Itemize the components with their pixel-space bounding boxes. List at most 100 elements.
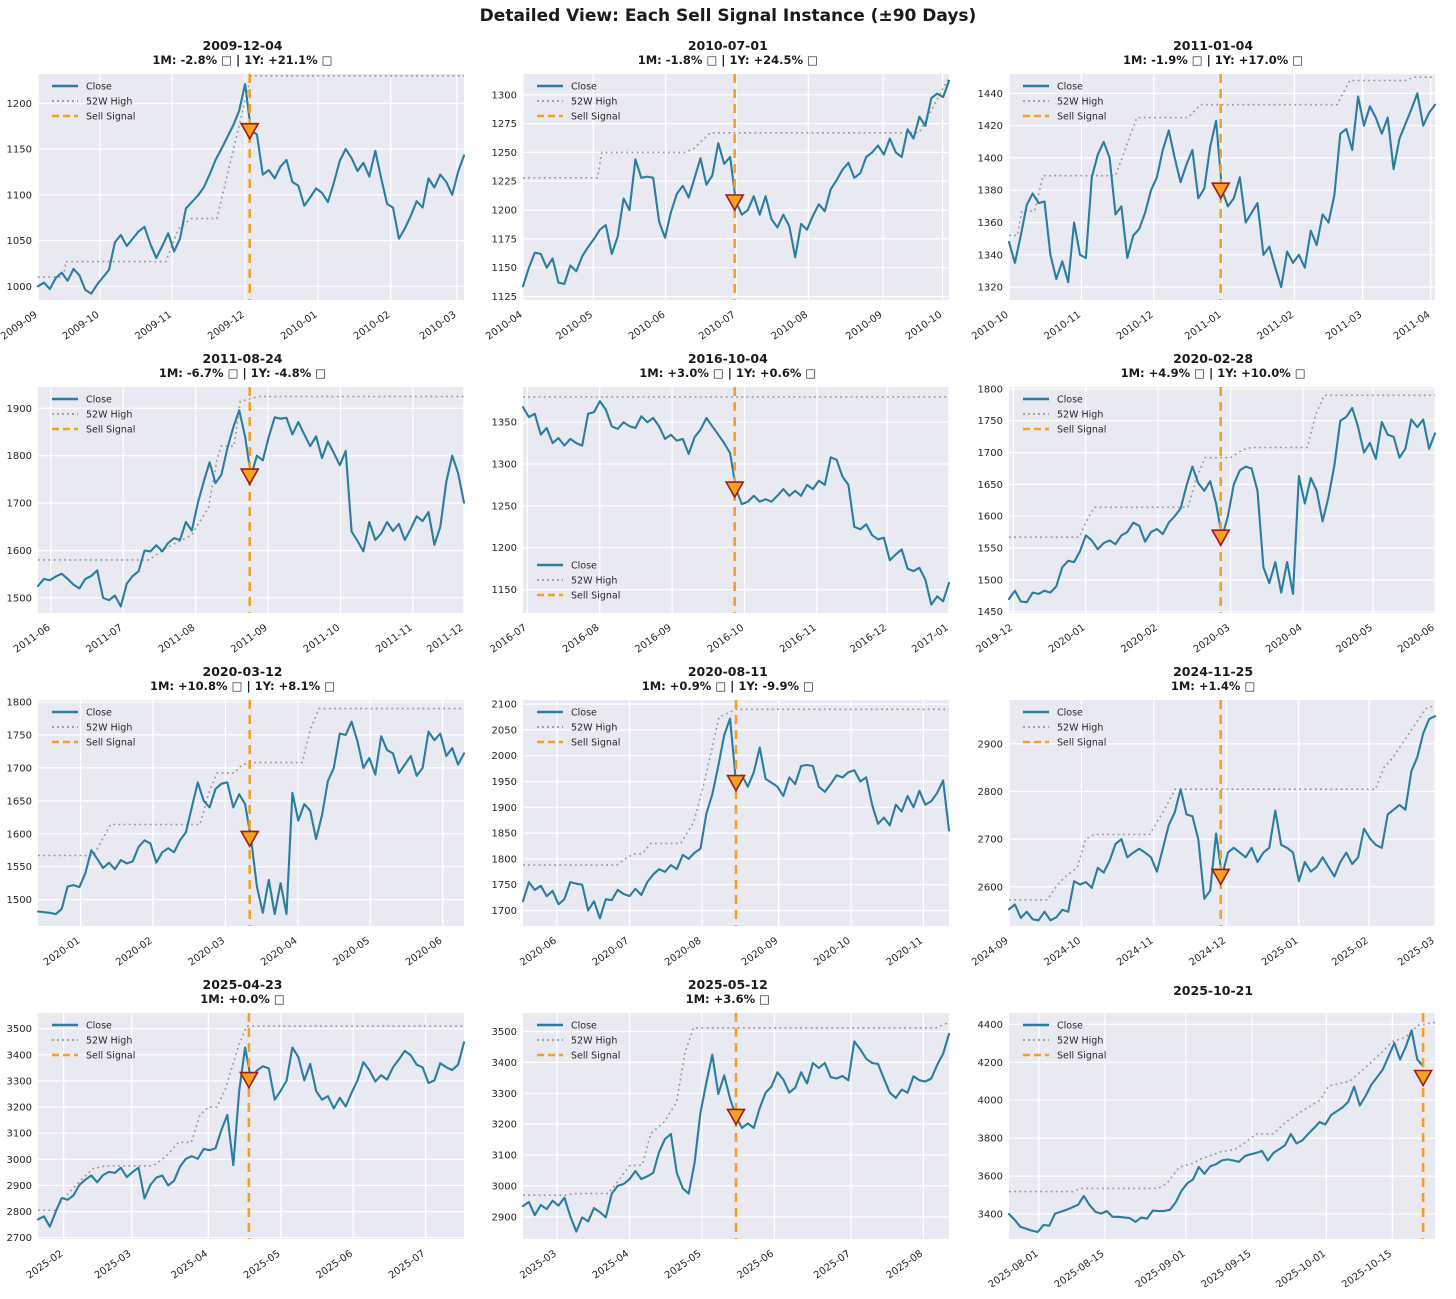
subplot-header: 2020-03-12 1M: +10.8% □ | 1Y: +8.1% □ (0, 662, 485, 696)
svg-text:Close: Close (571, 82, 597, 93)
high-line (38, 395, 464, 561)
sell-marker-icon (1412, 1069, 1433, 1088)
svg-text:3000: 3000 (7, 1155, 32, 1166)
gridlines (38, 1013, 464, 1239)
x-axis-ticks: 2025-08-01 2025-08-15 2025-09-01 2025-09-15… (986, 1248, 1394, 1287)
subplot-subtitle: 1M: -2.8% □ | 1Y: +21.1% □ (152, 53, 333, 68)
plot-area (38, 1013, 464, 1239)
svg-text:52W High: 52W High (1057, 410, 1103, 421)
subplot-subtitle: 1M: +1.4% □ (1170, 679, 1256, 694)
svg-text:1700: 1700 (492, 906, 517, 917)
svg-text:2011-08: 2011-08 (157, 622, 198, 655)
svg-text:2025-02: 2025-02 (1330, 935, 1371, 968)
svg-text:2010-02: 2010-02 (352, 309, 393, 342)
svg-text:2011-02: 2011-02 (1255, 309, 1296, 342)
svg-text:2011-01: 2011-01 (1183, 309, 1224, 342)
svg-text:2009-12: 2009-12 (206, 309, 247, 342)
sell-marker-icon (1210, 868, 1231, 887)
legend-close: Close (52, 708, 112, 719)
svg-text:1250: 1250 (492, 148, 517, 159)
svg-text:2010-01: 2010-01 (279, 309, 320, 342)
svg-text:1175: 1175 (492, 234, 517, 245)
subplot-panel-2016-10-04: 2016-10-04 1M: +3.0% □ | 1Y: +0.6% □ 1150 1… (485, 349, 970, 661)
subplot-header: 2024-11-25 1M: +1.4% □ (971, 662, 1456, 696)
sell-marker-icon (239, 122, 260, 141)
svg-text:2024-09: 2024-09 (971, 935, 1011, 968)
svg-text:2009-10: 2009-10 (61, 309, 102, 342)
svg-text:1700: 1700 (977, 448, 1002, 459)
legend: Close 52W High Sell Signal (1022, 708, 1106, 749)
svg-text:3200: 3200 (7, 1103, 32, 1114)
svg-text:1440: 1440 (977, 89, 1002, 100)
svg-text:1750: 1750 (7, 730, 32, 741)
svg-text:1300: 1300 (492, 460, 517, 471)
svg-text:52W High: 52W High (86, 1036, 132, 1047)
svg-text:2010-05: 2010-05 (555, 309, 596, 342)
svg-text:Sell Signal: Sell Signal (571, 1051, 620, 1062)
svg-text:1600: 1600 (7, 829, 32, 840)
legend-sell-signal: Sell Signal (1022, 1051, 1106, 1062)
subplot-title: 2025-10-21 (1173, 982, 1254, 998)
subplot-panel-2011-08-24: 2011-08-24 1M: -6.7% □ | 1Y: -4.8% □ 1500 1… (0, 349, 485, 661)
legend-sell-signal: Sell Signal (52, 425, 135, 436)
subplot-header: 2020-02-28 1M: +4.9% □ | 1Y: +10.0% □ (971, 349, 1456, 383)
subplot-title: 2024-11-25 (1173, 663, 1254, 679)
y-axis-ticks: 1500 1600 1700 1800 1900 (7, 404, 32, 605)
svg-text:1200: 1200 (492, 206, 517, 217)
svg-text:Close: Close (1057, 82, 1083, 93)
svg-text:2700: 2700 (977, 835, 1002, 846)
svg-text:2011-09: 2011-09 (229, 622, 270, 655)
legend-52w-high: 52W High (1022, 723, 1103, 734)
svg-text:2019-12: 2019-12 (974, 622, 1015, 655)
svg-text:1050: 1050 (7, 236, 32, 247)
svg-text:Sell Signal: Sell Signal (571, 591, 620, 602)
svg-text:2050: 2050 (492, 725, 517, 736)
svg-text:52W High: 52W High (86, 410, 132, 421)
legend-sell-signal: Sell Signal (1022, 738, 1106, 749)
legend-close: Close (1022, 1021, 1083, 1032)
svg-text:2010-10: 2010-10 (904, 309, 945, 342)
y-axis-ticks: 2700 2800 2900 3000 3100 3200 3300 3400 3500 (7, 1024, 32, 1244)
svg-text:2016-11: 2016-11 (778, 622, 819, 655)
sell-marker-icon (239, 830, 260, 849)
y-axis-ticks: 1700 1750 1800 1850 1900 1950 2000 2050 2100 (492, 700, 517, 917)
svg-text:1550: 1550 (7, 862, 32, 873)
subplot-subtitle: 1M: +3.6% □ (685, 992, 771, 1007)
svg-text:Close: Close (86, 1021, 112, 1032)
svg-text:2020-10: 2020-10 (812, 935, 853, 968)
svg-text:2011-04: 2011-04 (1391, 309, 1432, 342)
svg-text:2020-05: 2020-05 (331, 935, 372, 968)
legend-close: Close (537, 82, 597, 93)
svg-text:2025-01: 2025-01 (1259, 935, 1300, 968)
svg-text:52W High: 52W High (1057, 1036, 1103, 1047)
svg-text:2009-11: 2009-11 (133, 309, 174, 342)
svg-text:2700: 2700 (7, 1233, 32, 1244)
x-axis-ticks: 2020-01 2020-02 2020-03 2020-04 2020-05 2020-… (42, 935, 445, 968)
svg-text:1950: 1950 (492, 777, 517, 788)
svg-text:Sell Signal: Sell Signal (1057, 738, 1106, 749)
svg-text:Close: Close (1057, 395, 1083, 406)
svg-text:2020-03: 2020-03 (1191, 622, 1232, 655)
svg-text:2020-08: 2020-08 (663, 935, 704, 968)
x-axis-ticks: 2010-10 2010-11 2010-12 2011-01 2011-02 2011-… (971, 309, 1432, 342)
svg-text:2900: 2900 (7, 1181, 32, 1192)
svg-text:2024-12: 2024-12 (1187, 935, 1228, 968)
subplot-subtitle: 1M: +0.9% □ | 1Y: -9.9% □ (641, 679, 814, 694)
svg-text:2025-10-15: 2025-10-15 (1340, 1248, 1394, 1287)
high-line (523, 708, 950, 866)
y-axis-ticks: 1500 1550 1600 1650 1700 1750 1800 (7, 698, 32, 907)
plot-area (1008, 1013, 1435, 1239)
legend-52w-high: 52W High (1022, 1036, 1103, 1047)
svg-text:1000: 1000 (7, 282, 32, 293)
svg-text:2025-08-15: 2025-08-15 (1052, 1248, 1106, 1287)
svg-text:2020-11: 2020-11 (885, 935, 926, 968)
svg-text:2800: 2800 (7, 1207, 32, 1218)
legend-close: Close (52, 82, 112, 93)
subplot-header: 2010-07-01 1M: -1.8% □ | 1Y: +24.5% □ (485, 36, 970, 70)
svg-text:3500: 3500 (492, 1027, 517, 1038)
subplot-panel-2020-08-11: 2020-08-11 1M: +0.9% □ | 1Y: -9.9% □ 1700 1… (485, 662, 970, 974)
legend-52w-high: 52W High (1022, 97, 1103, 108)
